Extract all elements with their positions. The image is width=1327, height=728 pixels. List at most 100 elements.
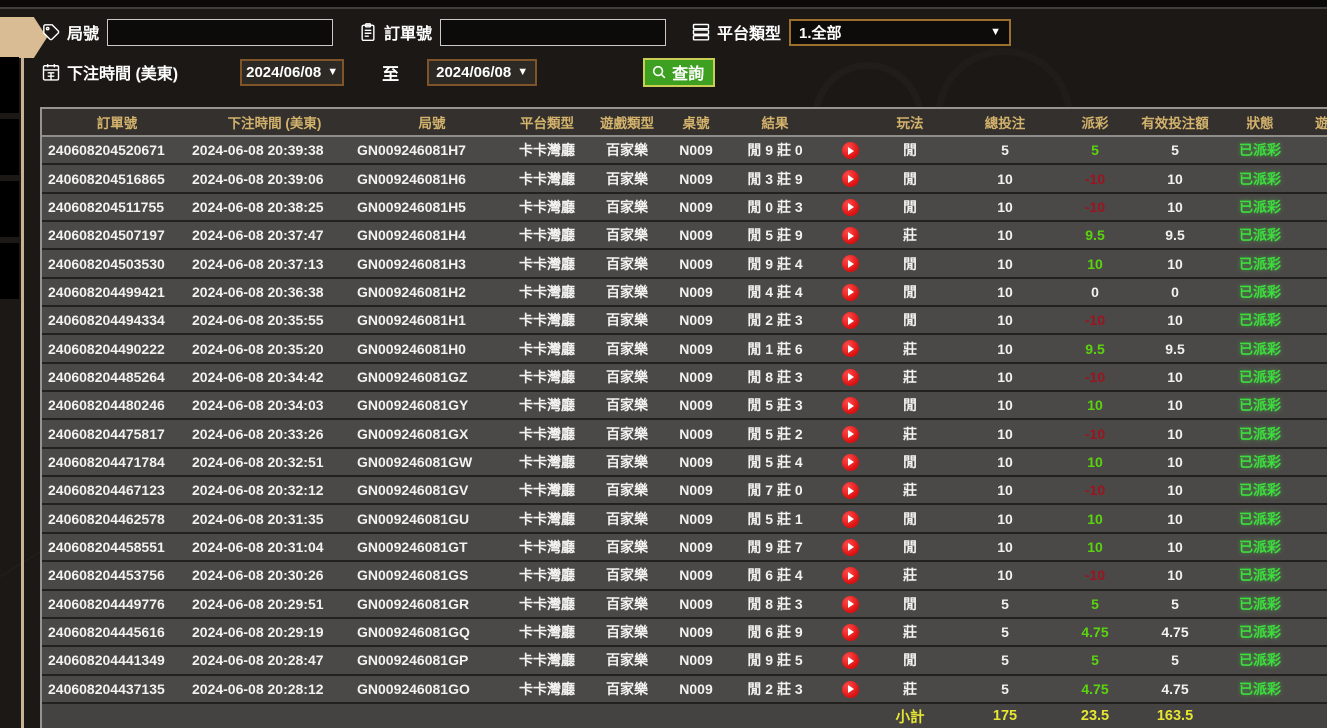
valid-bet-cell: 10 (1125, 362, 1225, 393)
play-video-button[interactable] (841, 623, 859, 641)
order-number-cell: 240608204490222 (42, 334, 192, 364)
collapsed-sidebar (0, 9, 47, 728)
video-cell (825, 504, 875, 534)
bet-time-cell: 2024-06-08 20:35:20 (192, 334, 357, 364)
play-icon (848, 571, 854, 580)
total-bet-cell: 5 (945, 136, 1065, 166)
column-header-result: 結果 (725, 109, 825, 137)
play-type-cell: 閒 (875, 646, 945, 676)
play-icon (848, 600, 854, 609)
play-video-button[interactable] (841, 482, 859, 500)
game-type-cell: 百家樂 (587, 447, 667, 478)
play-video-button[interactable] (841, 510, 859, 528)
platform-cell: 卡卡灣廳 (507, 617, 587, 648)
play-icon (848, 628, 854, 637)
platform-cell: 卡卡灣廳 (507, 476, 587, 506)
table-row: 240608204490222 2024-06-08 20:35:20 GN00… (42, 334, 1327, 364)
play-video-button[interactable] (841, 680, 859, 698)
column-header-video (825, 109, 875, 137)
play-video-button[interactable] (841, 227, 859, 245)
bet-time-cell: 2024-06-08 20:30:26 (192, 561, 357, 591)
status-badge: 已派彩 (1225, 447, 1295, 478)
play-video-button[interactable] (841, 368, 859, 386)
table-row: 240608204507197 2024-06-08 20:37:47 GN00… (42, 221, 1327, 251)
platform-type-select[interactable]: 1.全部 ▼ (789, 18, 1012, 46)
play-video-button[interactable] (841, 170, 859, 188)
search-button[interactable]: 查詢 (643, 57, 716, 87)
play-type-cell: 閒 (875, 504, 945, 534)
round-number-cell: GN009246081GQ (357, 617, 507, 648)
game-cell (1295, 532, 1327, 563)
betting-records-table: 訂單號 下注時間 (美東) 局號 平台類型 遊戲類型 桌號 結果 玩法 總投注 … (40, 107, 1327, 728)
order-number-cell: 240608204437135 (42, 674, 192, 704)
date-from-picker[interactable]: 2024/06/08 ▼ (240, 58, 345, 86)
play-video-button[interactable] (841, 652, 859, 670)
play-video-button[interactable] (841, 453, 859, 471)
date-range-to-label: 至 (382, 64, 400, 84)
platform-cell: 卡卡灣廳 (507, 136, 587, 166)
play-video-button[interactable] (841, 255, 859, 273)
order-number-cell: 240608204480246 (42, 391, 192, 421)
bet-time-cell: 2024-06-08 20:39:06 (192, 164, 357, 194)
play-video-button[interactable] (841, 595, 859, 613)
column-header-table-number: 桌號 (667, 109, 725, 137)
round-number-cell: GN009246081H0 (357, 334, 507, 364)
play-icon (848, 515, 854, 524)
order-number-cell: 240608204520671 (42, 136, 192, 166)
subtotal-valid-bet: 163.5 (1125, 701, 1225, 728)
play-type-cell: 莊 (875, 674, 945, 704)
play-type-cell: 閒 (875, 164, 945, 194)
date-to-picker[interactable]: 2024/06/08 ▼ (427, 58, 538, 86)
play-video-button[interactable] (841, 142, 859, 160)
bet-time-cell: 2024-06-08 20:34:03 (192, 391, 357, 421)
payout-cell: -10 (1065, 362, 1125, 393)
play-type-cell: 閒 (875, 447, 945, 478)
play-video-button[interactable] (841, 312, 859, 330)
bet-time-cell: 2024-06-08 20:31:04 (192, 532, 357, 563)
round-number-input[interactable] (107, 18, 334, 46)
valid-bet-cell: 0 (1125, 277, 1225, 308)
game-type-cell: 百家樂 (587, 306, 667, 336)
result-cell: 閒 6 莊 4 (725, 561, 825, 591)
play-video-button[interactable] (841, 425, 859, 443)
total-bet-cell: 10 (945, 476, 1065, 506)
order-number-input[interactable] (440, 18, 667, 46)
play-type-cell: 莊 (875, 617, 945, 648)
play-type-cell: 閒 (875, 277, 945, 308)
play-video-button[interactable] (841, 198, 859, 216)
payout-cell: 10 (1065, 532, 1125, 563)
play-icon (848, 401, 854, 410)
video-cell (825, 249, 875, 279)
result-cell: 閒 8 莊 3 (725, 589, 825, 619)
game-cell (1295, 617, 1327, 648)
table-row: 240608204499421 2024-06-08 20:36:38 GN00… (42, 277, 1327, 308)
game-type-cell: 百家樂 (587, 674, 667, 704)
status-badge: 已派彩 (1225, 646, 1295, 676)
status-badge: 已派彩 (1225, 334, 1295, 364)
play-icon (848, 231, 854, 240)
play-icon (848, 344, 854, 353)
round-number-cell: GN009246081H6 (357, 164, 507, 194)
status-badge: 已派彩 (1225, 306, 1295, 336)
game-cell (1295, 391, 1327, 421)
result-cell: 閒 5 莊 4 (725, 447, 825, 478)
table-header-row: 訂單號 下注時間 (美東) 局號 平台類型 遊戲類型 桌號 結果 玩法 總投注 … (42, 109, 1327, 137)
bet-time-cell: 2024-06-08 20:32:12 (192, 476, 357, 506)
table-row: 240608204485264 2024-06-08 20:34:42 GN00… (42, 362, 1327, 393)
play-video-button[interactable] (841, 340, 859, 358)
table-number-cell: N009 (667, 249, 725, 279)
status-badge: 已派彩 (1225, 391, 1295, 421)
game-type-cell: 百家樂 (587, 221, 667, 251)
play-video-button[interactable] (841, 283, 859, 301)
valid-bet-cell: 10 (1125, 504, 1225, 534)
play-type-cell: 莊 (875, 561, 945, 591)
play-video-button[interactable] (841, 538, 859, 556)
payout-cell: 10 (1065, 504, 1125, 534)
bet-time-cell: 2024-06-08 20:34:42 (192, 362, 357, 393)
table-number-cell: N009 (667, 192, 725, 223)
play-icon (848, 458, 854, 467)
game-type-cell: 百家樂 (587, 561, 667, 591)
play-video-button[interactable] (841, 567, 859, 585)
valid-bet-cell: 10 (1125, 561, 1225, 591)
play-video-button[interactable] (841, 397, 859, 415)
